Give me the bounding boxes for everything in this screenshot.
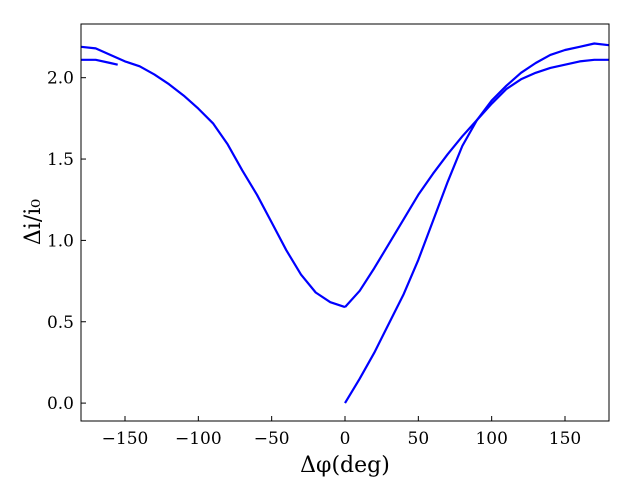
series-line-4 [81,58,118,66]
series-line-2 [344,58,609,308]
y-tick-label: 0.0 [47,394,74,414]
x-tick-label: −150 [102,429,149,449]
x-tick-label: 50 [408,429,430,449]
y-tick-label: 0.5 [47,313,74,333]
series-line-1 [344,42,610,404]
y-tick-label: 1.0 [47,231,74,251]
x-tick-label: 100 [475,429,507,449]
x-tick-label: 0 [340,429,351,449]
plot-area [80,42,610,404]
x-axis-label: Δφ(deg) [300,453,390,478]
x-tick-label: −100 [175,429,222,449]
x-tick-label: 150 [549,429,581,449]
x-tick-label: −50 [254,429,290,449]
plot-frame [80,23,610,422]
axis-ticks: −150 −100 −50 0 50 100 150 0.0 0.5 1.0 1.5 2.0 [47,69,581,449]
y-tick-label: 1.5 [47,150,74,170]
series-line-3 [80,45,346,309]
y-axis-label: Δi/i₀ [21,199,46,245]
y-tick-label: 2.0 [47,69,74,89]
